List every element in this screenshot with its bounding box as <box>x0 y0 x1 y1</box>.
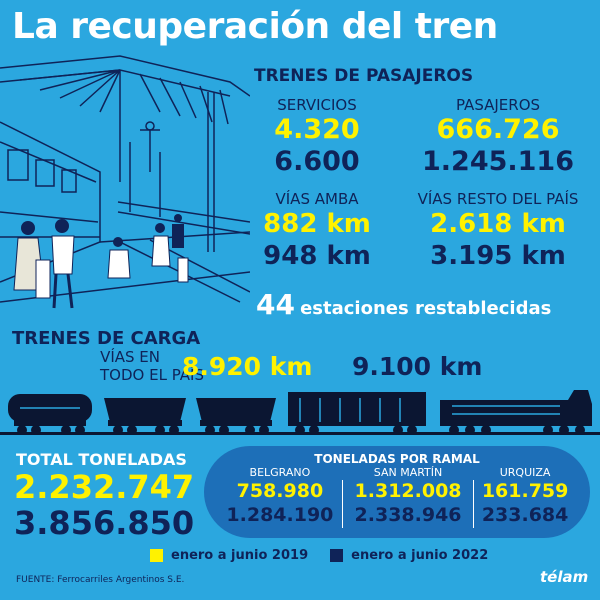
ramal-2019: 758.980 <box>236 480 324 502</box>
pasajeros-label: PASAJEROS <box>455 96 541 114</box>
ramal-2022: 1.284.190 <box>226 504 334 526</box>
legend-label-2019: enero a junio 2019 <box>171 548 309 563</box>
page-title: La recuperación del tren <box>12 6 498 47</box>
legend: enero a junio 2019 enero a junio 2022 <box>150 548 488 563</box>
pasajeros-2019: 666.726 <box>436 114 560 145</box>
total-toneladas-2019: 2.232.747 <box>14 468 195 506</box>
servicios-block: SERVICIOS 4.320 6.600 <box>252 96 382 178</box>
vias-resto-label: VÍAS RESTO DEL PAÍS <box>417 190 579 208</box>
pasajeros-2022: 1.245.116 <box>421 146 575 177</box>
legend-swatch-2019 <box>150 549 163 562</box>
ramal-name: URQUIZA <box>499 466 551 479</box>
ramal-divider <box>341 480 344 528</box>
ramal-divider <box>472 480 475 528</box>
estaciones-text: estaciones restablecidas <box>300 298 552 319</box>
ramal-2019: 1.312.008 <box>354 480 462 502</box>
ramal-name: SAN MARTÍN <box>373 466 443 479</box>
ramal-2022: 233.684 <box>481 504 569 526</box>
ramal-belgrano: BELGRANO 758.980 1.284.190 <box>222 466 338 532</box>
vias-resto-2019: 2.618 km <box>430 209 566 239</box>
ramal-2022: 2.338.946 <box>354 504 462 526</box>
ramal-urquiza: URQUIZA 161.759 233.684 <box>478 466 572 532</box>
ramal-san-martin: SAN MARTÍN 1.312.008 2.338.946 <box>347 466 468 532</box>
vias-resto-block: VÍAS RESTO DEL PAÍS 2.618 km 3.195 km <box>400 190 596 272</box>
ramal-2019: 161.759 <box>481 480 569 502</box>
vias-resto-2022: 3.195 km <box>430 241 566 271</box>
legend-swatch-2022 <box>330 549 344 562</box>
ramal-columns: BELGRANO 758.980 1.284.190 SAN MARTÍN 1.… <box>222 466 572 532</box>
servicios-label: SERVICIOS <box>277 96 357 114</box>
carga-vias-2019: 8.920 km <box>182 352 313 381</box>
carga-vias-2022: 9.100 km <box>352 352 483 381</box>
telam-logo: télam <box>540 568 589 586</box>
total-toneladas-2022: 3.856.850 <box>14 504 195 542</box>
source-note: FUENTE: Ferrocarriles Argentinos S.E. <box>16 575 185 585</box>
estaciones-line: 44 estaciones restablecidas <box>256 288 551 321</box>
ramal-panel <box>204 446 590 538</box>
estaciones-number: 44 <box>256 288 295 321</box>
train-station-illustration <box>0 55 250 309</box>
carga-vias-label-1: VÍAS EN <box>100 348 160 366</box>
carga-vias-label: VÍAS EN TODO EL PAÍS <box>100 348 204 384</box>
carga-heading: TRENES DE CARGA <box>12 328 201 349</box>
vias-amba-block: VÍAS AMBA 882 km 948 km <box>252 190 382 272</box>
total-toneladas-label: TOTAL TONELADAS <box>16 450 187 469</box>
vias-amba-label: VÍAS AMBA <box>275 190 359 208</box>
servicios-2019: 4.320 <box>274 114 360 145</box>
ramal-name: BELGRANO <box>249 466 311 479</box>
ramal-heading: TONELADAS POR RAMAL <box>314 452 480 466</box>
freight-train-illustration <box>0 390 600 435</box>
pasajeros-heading: TRENES DE PASAJEROS <box>254 66 474 86</box>
vias-amba-2022: 948 km <box>263 241 371 271</box>
vias-amba-2019: 882 km <box>263 209 371 239</box>
pasajeros-block: PASAJEROS 666.726 1.245.116 <box>408 96 588 178</box>
carga-vias-label-2: TODO EL PAÍS <box>100 366 204 384</box>
legend-label-2022: enero a junio 2022 <box>351 548 489 563</box>
servicios-2022: 6.600 <box>274 146 360 177</box>
